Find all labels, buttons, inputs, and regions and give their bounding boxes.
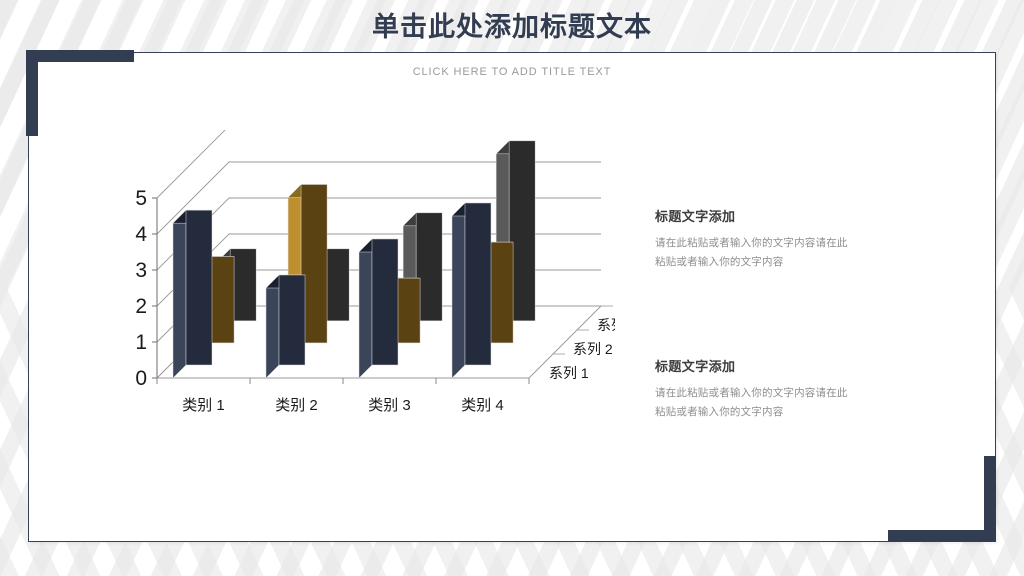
y-tick-label: 5	[135, 187, 147, 210]
corner-accent-top-left-vertical	[26, 50, 38, 136]
chart-canvas: 0 1 2 3 4 5 类别 1 类别 2 类别 3 类别 4 系列 1 系列 2 系列 3	[135, 130, 615, 414]
y-tick-label: 1	[135, 331, 147, 354]
series-label: 系列 3	[597, 317, 615, 333]
chart-y-tick-labels: 0 1 2 3 4 5	[135, 187, 147, 390]
text-block-1: 标题文字添加 请在此粘贴或者输入你的文字内容请在此 粘贴或者输入你的文字内容	[655, 206, 885, 273]
text-block-2-line2: 粘贴或者输入你的文字内容	[655, 406, 784, 419]
corner-accent-top-left-horizontal	[26, 50, 134, 62]
y-tick-label: 0	[135, 367, 147, 390]
chart-bar	[451, 202, 492, 379]
category-label: 类别 2	[275, 397, 318, 414]
title-zone: 单击此处添加标题文本	[0, 12, 1024, 43]
corner-accent-bottom-right-vertical	[984, 456, 996, 542]
page-subtitle: CLICK HERE TO ADD TITLE TEXT	[412, 66, 612, 78]
category-label: 类别 1	[182, 397, 225, 414]
chart-category-labels: 类别 1 类别 2 类别 3 类别 4	[182, 397, 504, 414]
chart-bar	[358, 238, 399, 379]
series-label: 系列 1	[549, 365, 589, 381]
y-tick-label: 3	[135, 259, 147, 282]
y-tick-label: 4	[135, 223, 147, 246]
text-block-1-heading: 标题文字添加	[655, 209, 736, 224]
text-block-1-line1: 请在此粘贴或者输入你的文字内容请在此	[655, 237, 848, 249]
corner-accent-bottom-right-horizontal	[888, 530, 996, 542]
text-block-1-line2: 粘贴或者输入你的文字内容	[655, 256, 784, 269]
chart-3d-column: 0 1 2 3 4 5 类别 1 类别 2 类别 3 类别 4 系列 1 系列 2 系列 3	[95, 130, 615, 440]
text-block-2-line1: 请在此粘贴或者输入你的文字内容请在此	[655, 387, 848, 399]
chart-bar	[265, 274, 306, 379]
page-title: 单击此处添加标题文本	[372, 12, 652, 42]
chart-bar	[172, 209, 213, 379]
chart-series-labels: 系列 1 系列 2 系列 3	[549, 317, 615, 381]
y-tick-label: 2	[135, 295, 147, 318]
category-label: 类别 3	[368, 397, 411, 414]
series-label: 系列 2	[573, 341, 613, 357]
category-label: 类别 4	[461, 397, 504, 414]
text-block-2-heading: 标题文字添加	[655, 359, 736, 374]
chart-bars	[172, 140, 536, 379]
text-block-2: 标题文字添加 请在此粘贴或者输入你的文字内容请在此 粘贴或者输入你的文字内容	[655, 356, 885, 423]
